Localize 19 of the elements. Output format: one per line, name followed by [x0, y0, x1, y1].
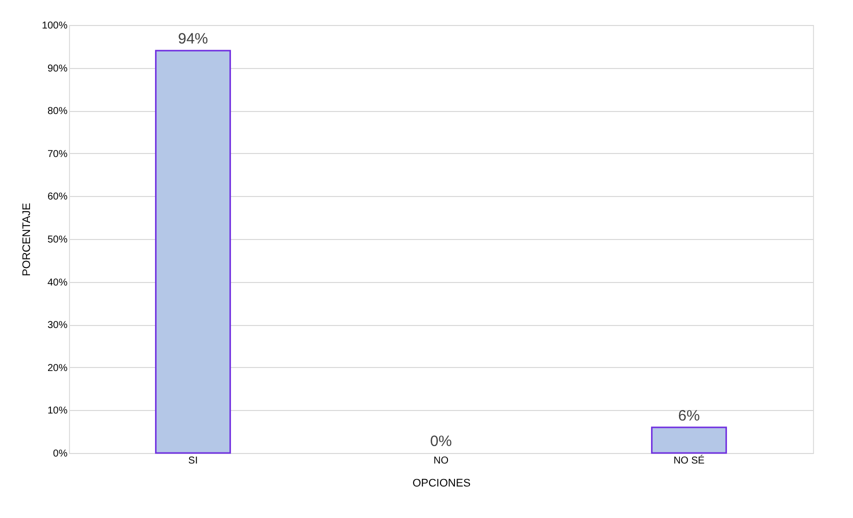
y-tick-label: 50%: [47, 234, 68, 246]
x-tick-label: NO SÉ: [673, 454, 705, 466]
y-tick-label: 10%: [47, 406, 68, 417]
y-tick-label: 60%: [47, 192, 68, 203]
data-label: 0%: [430, 433, 452, 450]
y-axis-title: PORCENTAJE: [20, 202, 33, 276]
y-tick-label: 20%: [47, 362, 68, 374]
data-label: 94%: [178, 30, 208, 48]
y-tick-label: 80%: [47, 106, 68, 118]
y-tick-label: 90%: [47, 63, 68, 74]
y-tick-label: 100%: [42, 20, 68, 32]
x-tick-label: NO: [434, 456, 449, 466]
data-label: 6%: [678, 407, 700, 424]
y-tick-label: 30%: [47, 320, 68, 332]
x-axis-title: OPCIONES: [412, 478, 471, 490]
x-tick-label: SI: [188, 456, 198, 466]
y-tick-label: 70%: [47, 148, 68, 160]
y-tick-label: 40%: [47, 277, 68, 288]
y-tick-label: 0%: [53, 448, 68, 460]
